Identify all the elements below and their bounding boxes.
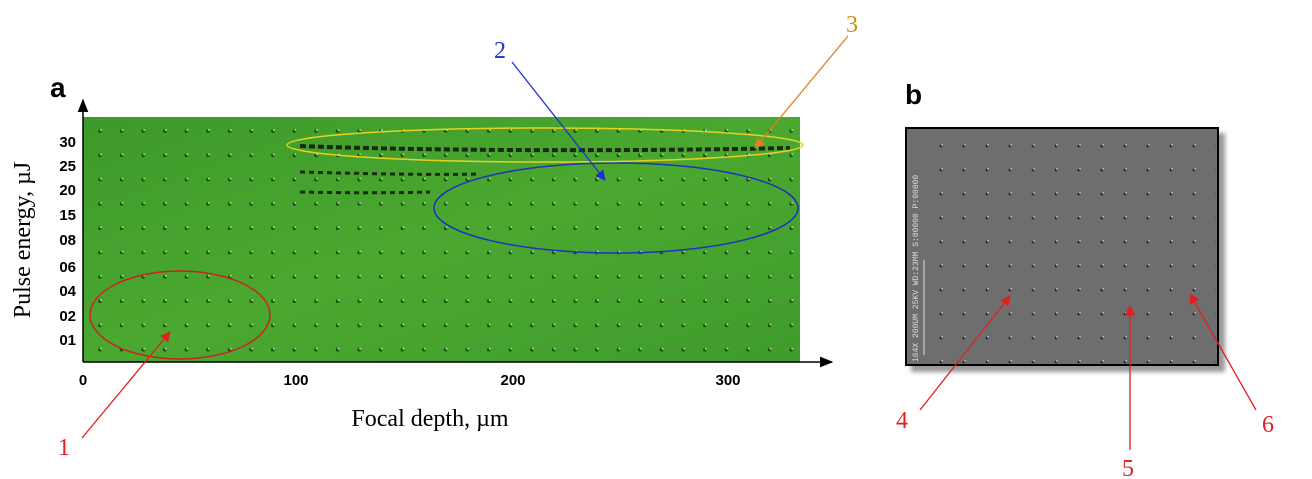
y-tick-label: 06 [59,259,76,276]
sem-info: 164X 200UM 25KV WD:23MM S:00000 P:00000 [912,175,921,362]
annotation: 3 [846,12,858,38]
damage-track [299,144,791,153]
y-tick-label: 30 [59,134,76,151]
annotation: 2 [494,38,506,64]
y-tick-label: 20 [59,182,76,199]
x-tick-label: 100 [283,372,308,389]
arrow [81,331,171,439]
x-tick-label: 300 [715,372,740,389]
y-tick-label: 25 [59,158,76,175]
micrograph-dots [83,117,800,362]
sem-dots [930,130,1216,363]
annotation: 4 [896,408,908,434]
y-tick-label: 15 [59,207,76,224]
annotation: 6 [1262,412,1274,438]
y-tick-label: 02 [59,308,76,325]
y-tick-label: 01 [59,332,76,349]
annotation: 5 [1122,456,1134,479]
annotation: 1 [58,435,70,461]
region-ellipse [433,162,799,254]
y-tick-label: 08 [59,232,76,249]
arrow [754,35,849,149]
region-ellipse [89,270,271,360]
panel-label: a [50,72,66,103]
arrow [511,61,606,181]
arrow [1189,293,1257,411]
damage-track [299,170,481,176]
arrow [919,295,1011,411]
y-tick-label: 04 [59,283,76,300]
x-tick-label: 0 [79,372,87,389]
panel-label: b [905,79,922,110]
x-tick-label: 200 [500,372,525,389]
damage-track [299,190,431,195]
x-axis-label: Focal depth, µm [351,406,508,432]
y-axis-label: Pulse energy, µJ [10,162,36,318]
region-ellipse [286,127,804,163]
